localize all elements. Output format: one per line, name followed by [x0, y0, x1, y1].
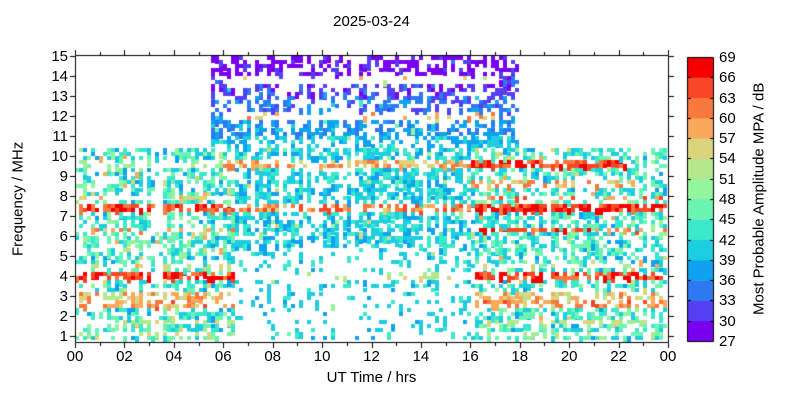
colorbar-tick-label: 66 [719, 69, 736, 87]
y-axis-label: Frequency / MHz [9, 141, 27, 256]
colorbar-tick-label: 45 [719, 211, 736, 229]
colorbar-tick-label: 57 [719, 130, 736, 148]
y-tick-label: 11 [52, 128, 68, 145]
x-tick-label: 08 [264, 348, 281, 365]
colorbar-tick-label: 48 [719, 191, 736, 208]
x-tick-label: 00 [66, 348, 84, 365]
y-tick-label: 4 [59, 268, 68, 285]
x-tick-label: 22 [610, 348, 627, 365]
x-tick-label: 00 [659, 348, 677, 365]
colorbar-tick-label: 60 [719, 109, 736, 127]
y-tick-label: 9 [59, 168, 68, 185]
colorbar-tick-label: 54 [719, 150, 736, 168]
y-tick-label: 5 [59, 248, 68, 265]
y-tick-label: 14 [51, 68, 68, 85]
y-tick-label: 12 [51, 108, 68, 125]
y-tick-label: 6 [59, 228, 68, 245]
y-tick-label: 8 [59, 188, 68, 205]
y-tick-label: 10 [51, 148, 68, 165]
y-tick-label: 2 [59, 308, 68, 325]
colorbar-tick-label: 42 [719, 231, 736, 249]
chart-title: 2025-03-24 [333, 13, 410, 30]
x-tick-label: 04 [165, 348, 183, 365]
y-tick-label: 15 [51, 48, 68, 65]
x-tick-label: 14 [412, 348, 430, 365]
y-tick-label: 13 [51, 88, 68, 105]
x-tick-label: 02 [116, 348, 133, 365]
x-axis-label: UT Time / hrs [326, 369, 417, 386]
x-tick-label: 16 [461, 348, 479, 365]
colorbar-tick-label: 36 [719, 272, 736, 290]
colorbar-tick-label: 51 [719, 170, 736, 188]
colorbar-label: Most Probable Amplitude MPA / dB [750, 82, 768, 316]
colorbar-tick-label: 39 [719, 251, 736, 269]
colorbar-tick-label: 27 [719, 333, 736, 350]
y-tick-label: 1 [59, 328, 68, 345]
x-tick-label: 18 [511, 348, 529, 365]
x-tick-label: 20 [560, 348, 578, 365]
colorbar-tick-label: 63 [719, 89, 736, 107]
x-tick-label: 10 [313, 348, 331, 365]
x-tick-label: 06 [214, 348, 232, 365]
colorbar-tick-label: 33 [719, 292, 736, 310]
y-tick-label: 3 [59, 288, 68, 305]
colorbar-tick-label: 69 [719, 49, 736, 66]
x-tick-label: 12 [363, 348, 380, 365]
colorbar-tick-label: 30 [719, 312, 736, 330]
y-tick-label: 7 [59, 208, 68, 225]
